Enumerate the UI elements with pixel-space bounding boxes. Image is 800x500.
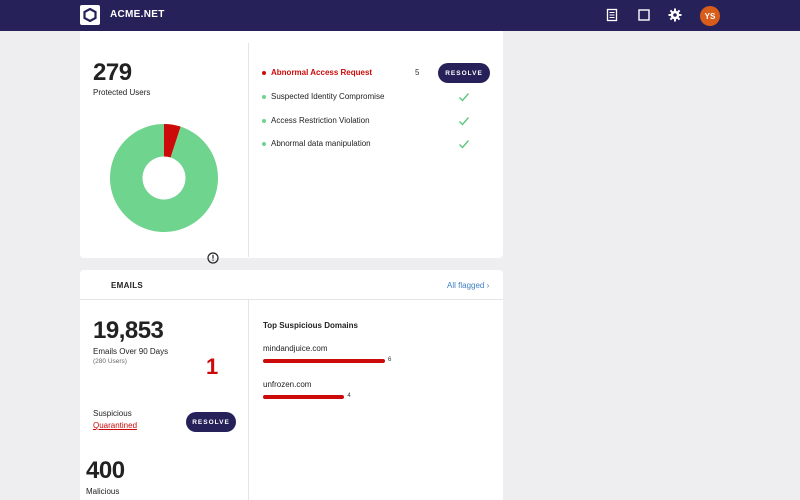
status-dot [262,119,266,123]
top-domains-title: Top Suspicious Domains [263,321,358,330]
malicious-label: Malicious [86,487,120,496]
alert-abnormal-data-manipulation[interactable]: Abnormal data manipulation [262,139,422,153]
check-icon [458,137,470,155]
all-flagged-link[interactable]: All flagged › [447,281,490,290]
top-navigation-bar: ACME.NET YS [0,0,800,31]
alert-label: Suspected Identity Compromise [271,92,385,101]
domain-bar [263,395,345,399]
check-icon [458,90,470,108]
document-list-icon[interactable] [605,8,619,22]
alert-suspected-identity-compromise[interactable]: Suspected Identity Compromise [262,92,422,106]
emails-count-label: Emails Over 90 Days [93,347,169,356]
domain-name: unfrozen.com [263,380,312,389]
emails-count: 19,853 [93,317,164,344]
brand-name: ACME.NET [110,9,165,20]
alert-access-restriction-violation[interactable]: Access Restriction Violation [262,116,422,130]
alert-count: 5 [415,68,420,77]
domain-bar [263,359,385,363]
quarantined-link[interactable]: Quarantined [93,421,138,430]
status-dot [262,95,266,99]
domain-count: 4 [347,393,351,399]
alert-label: Access Restriction Violation [271,116,370,125]
protected-users-label: Protected Users [93,88,151,97]
alert-label: Abnormal Access Request [271,68,373,77]
alert-abnormal-access-request[interactable]: Abnormal Access Request [262,68,402,82]
exclamation-circle-icon[interactable] [207,251,219,269]
check-icon [458,114,470,132]
suspicious-count: 1 [206,354,219,379]
user-avatar[interactable]: YS [700,6,720,26]
emails-users-note: (280 Users) [93,358,127,365]
gear-icon[interactable] [668,8,682,22]
domain-count: 6 [388,357,392,363]
card-divider [248,300,249,500]
alert-label: Abnormal data manipulation [271,139,371,148]
users-donut-chart [110,124,218,232]
malicious-count: 400 [86,457,125,484]
status-dot [262,71,266,75]
card-divider [248,43,249,257]
donut-slice-abnormal [164,124,181,158]
domain-name: mindandjuice.com [263,344,328,353]
hexagon-logo-icon[interactable] [80,5,100,25]
status-dot [262,142,266,146]
square-icon[interactable] [637,8,651,22]
card-header-divider [80,299,503,300]
suspicious-label: Suspicious [93,409,132,418]
users-card: 279 Protected Users Abnormal Access Requ… [80,31,503,264]
resolve-alert-button[interactable]: RESOLVE [438,63,490,83]
protected-users-count: 279 [93,59,132,86]
emails-section-title: EMAILS [111,281,144,290]
donut-slice-normal [110,124,218,232]
resolve-suspicious-button[interactable]: RESOLVE [186,412,236,432]
emails-card: EMAILS All flagged › 19,853 Emails Over … [80,270,503,500]
